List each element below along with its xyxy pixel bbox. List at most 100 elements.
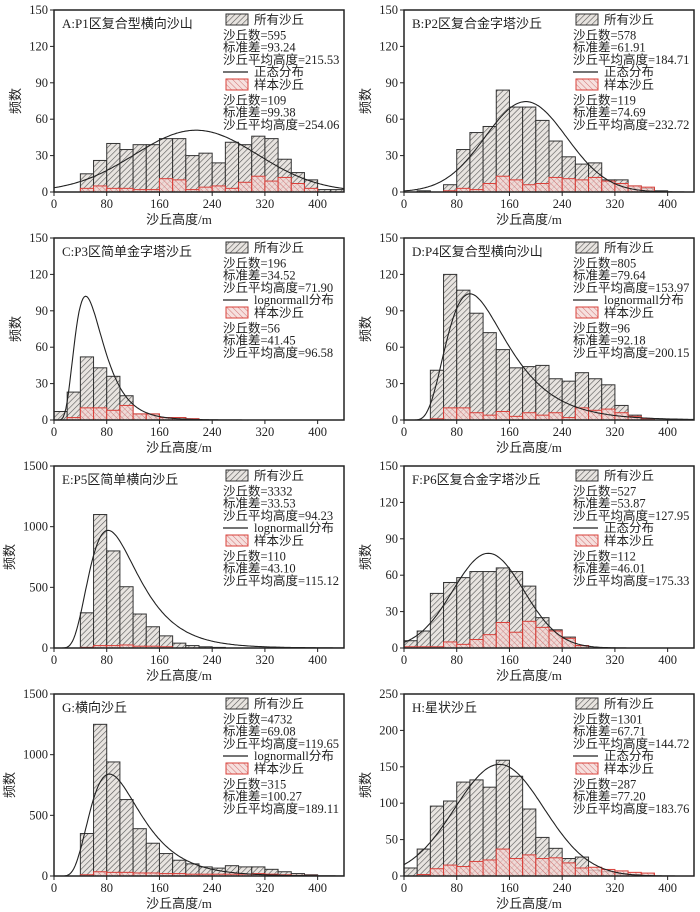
sample-dunes-bar [561,862,576,877]
x-tick-label: 240 [203,197,222,211]
sample-dunes-bar [251,175,266,193]
x-tick-label: 80 [450,881,463,895]
legend-label-all-dunes: 所有沙丘 [604,469,654,483]
panel-title: C:P3区简单金字塔沙丘 [62,244,192,259]
y-tick-label: 250 [379,687,398,701]
histogram-panel-g: 0 80 160 240 320 400 0 500 1000 1500 沙丘高度/m 频数 G:横向沙… [0,684,350,912]
y-tick-label: 0 [392,869,398,883]
legend: 所有沙丘沙丘数=3332标准差=33.53沙丘平均高度=94.23lognorm… [223,469,339,588]
x-tick-label: 320 [606,881,625,895]
y-tick-label: 30 [386,377,399,391]
sample-dunes-bar [93,185,108,193]
legend-swatch-sample-dunes [575,534,599,547]
x-tick-label: 160 [500,881,519,895]
legend-stat-all-dunes: 沙丘数=805 [573,255,636,270]
legend-stat-sample-dunes: 沙丘平均高度=96.58 [223,345,333,360]
legend-label-curve: lognormall分布 [254,749,334,763]
chart-svg-g: 0 80 160 240 320 400 0 500 1000 1500 沙丘高度/m 频数 G:横向沙… [2,687,345,911]
legend-stat-all-dunes: 标准差=79.64 [573,269,646,283]
sample-dunes-bar [482,183,497,193]
y-tick-label: 60 [386,112,399,126]
y-tick-label: 0 [42,641,48,655]
all-dunes-bar [403,867,418,877]
x-tick-label: 240 [553,425,572,439]
x-tick-label: 320 [606,197,625,211]
legend-stat-sample-dunes: 沙丘数=109 [223,92,286,107]
plot-frame [53,693,345,877]
legend-stat-all-dunes: 标准差=93.24 [223,41,296,55]
sample-dunes-bar [535,858,550,877]
legend-label-sample-dunes: 样本沙丘 [604,761,654,776]
legend-label-curve: lognormall分布 [254,521,334,535]
plot-frame [403,237,695,421]
chart-svg-a: 0 80 160 240 320 400 0 30 60 90 120 150 沙丘高度/m 频数 A:P1… [8,3,345,227]
legend-label-sample-dunes: 样本沙丘 [254,533,304,548]
legend-stat-sample-dunes: 沙丘数=56 [223,320,280,335]
y-tick-label: 150 [379,3,398,17]
histogram-panel-c: 0 80 160 240 320 400 0 30 60 90 120 150 沙丘高度/m 频数 C:P3… [0,228,350,456]
legend: 所有沙丘沙丘数=527标准差=53.87沙丘平均高度=127.95正态分布样本沙… [573,469,689,588]
chart-svg-c: 0 80 160 240 320 400 0 30 60 90 120 150 沙丘高度/m 频数 C:P3… [8,231,345,455]
x-tick-label: 80 [100,425,113,439]
x-tick-label: 240 [203,425,222,439]
legend-stat-all-dunes: 标准差=69.08 [223,725,296,739]
legend-label-all-dunes: 所有沙丘 [604,241,654,255]
x-tick-label: 160 [150,881,169,895]
legend-label-all-dunes: 所有沙丘 [254,469,304,483]
histogram-panel-a: 0 80 160 240 320 400 0 30 60 90 120 150 沙丘高度/m 频数 A:P1… [0,0,350,228]
legend-label-sample-dunes: 样本沙丘 [254,305,304,320]
x-tick-label: 0 [401,881,407,895]
x-tick-label: 80 [450,197,463,211]
legend-label-sample-dunes: 样本沙丘 [604,533,654,548]
y-tick-label: 1500 [23,459,48,473]
x-tick-label: 400 [658,425,677,439]
legend-label-all-dunes: 所有沙丘 [604,13,654,27]
legend: 所有沙丘沙丘数=805标准差=79.64沙丘平均高度=153.97lognorm… [573,241,689,360]
legend-stat-all-dunes: 沙丘平均高度=94.23 [223,508,333,523]
y-tick-label: 50 [386,833,399,847]
y-tick-label: 100 [379,796,398,810]
legend-stat-sample-dunes: 标准差=77.20 [573,790,646,804]
x-tick-label: 320 [606,653,625,667]
sample-dunes-bar [508,179,524,193]
legend-stat-sample-dunes: 沙丘平均高度=175.33 [573,573,689,588]
x-tick-label: 400 [658,881,677,895]
legend-stat-all-dunes: 沙丘平均高度=127.95 [573,508,689,523]
y-axis-title: 频数 [2,772,17,798]
panel-title: D:P4区复合型横向沙山 [412,244,543,259]
x-tick-label: 0 [401,197,407,211]
legend-swatch-sample-dunes [575,306,599,319]
sample-dunes-bar [548,857,563,877]
all-dunes-bar [469,312,484,421]
x-axis-title: 沙丘高度/m [496,212,562,227]
sample-dunes-bars [79,175,319,193]
all-dunes-bar [469,571,484,649]
panel-title: A:P1区复合型横向沙山 [62,16,193,31]
x-tick-label: 0 [401,653,407,667]
plot-frame [403,9,695,193]
sample-dunes-bar [588,866,603,877]
plot-frame [53,9,345,193]
x-tick-label: 80 [100,197,113,211]
legend-label-curve: 正态分布 [254,65,304,79]
all-dunes-bar [93,514,108,649]
all-dunes-bar [145,144,160,193]
y-axis-title: 频数 [358,772,373,798]
legend-stat-all-dunes: 沙丘平均高度=153.97 [573,280,689,295]
y-tick-label: 0 [42,869,48,883]
y-tick-label: 0 [42,413,48,427]
x-tick-label: 400 [308,653,327,667]
all-dunes-bar [535,119,550,193]
x-tick-label: 400 [658,653,677,667]
legend-stat-sample-dunes: 沙丘数=112 [573,548,636,563]
legend-swatch-sample-dunes [225,534,249,547]
x-tick-label: 0 [51,881,57,895]
sample-dunes-bar [548,412,563,421]
legend-label-curve: lognormall分布 [254,293,334,307]
legend-label-curve: lognormall分布 [604,293,684,307]
x-axis-title: 沙丘高度/m [146,896,212,911]
legend-stat-sample-dunes: 沙丘数=119 [573,92,636,107]
sample-dunes-bar [79,407,95,421]
sample-dunes-bar [482,859,497,877]
all-dunes-bar [482,332,497,421]
